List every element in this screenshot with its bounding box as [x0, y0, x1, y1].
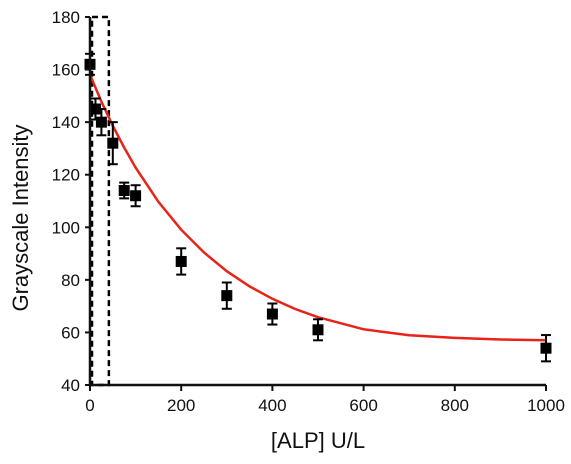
data-point: [221, 290, 233, 302]
x-tick-label: 1000: [527, 396, 565, 415]
fit-curve: [88, 74, 547, 342]
y-tick-label: 120: [52, 166, 80, 185]
data-point: [266, 308, 278, 320]
x-axis-title: [ALP] U/L: [271, 428, 365, 453]
y-axis-title: Grayscale Intensity: [8, 124, 33, 311]
y-tick-label: 140: [52, 113, 80, 132]
x-tick-label: 0: [85, 396, 94, 415]
data-point: [130, 190, 142, 202]
y-tick-label: 180: [52, 8, 80, 27]
data-point: [312, 324, 324, 336]
axes: [88, 17, 546, 387]
y-tick-label: 80: [61, 271, 80, 290]
data-point: [118, 184, 130, 196]
data-point: [107, 137, 119, 149]
y-tick-label: 40: [61, 376, 80, 395]
x-tick-label: 600: [349, 396, 377, 415]
x-tick-label: 200: [167, 396, 195, 415]
data-point: [95, 116, 107, 128]
axis-ticks: 40 60 80 100 120 140 160 180 0 200 400 600 800 1000: [52, 8, 565, 415]
data-point: [89, 103, 101, 115]
y-tick-label: 60: [61, 323, 80, 342]
dashed-highlight-box: [90, 15, 111, 387]
x-tick-label: 800: [441, 396, 469, 415]
y-tick-label: 100: [52, 218, 80, 237]
data-point: [175, 255, 187, 267]
data-point: [540, 342, 552, 354]
x-tick-label: 400: [258, 396, 286, 415]
y-tick-label: 160: [52, 61, 80, 80]
plot-area: [84, 15, 552, 387]
